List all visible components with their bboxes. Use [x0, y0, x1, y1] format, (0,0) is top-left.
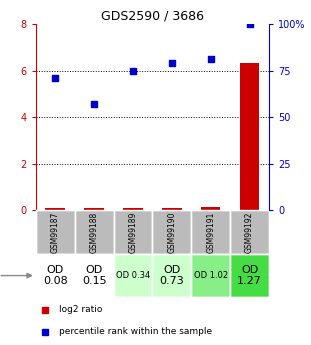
- Text: OD
0.73: OD 0.73: [160, 265, 184, 286]
- Text: GSM99192: GSM99192: [245, 211, 254, 253]
- Bar: [36, 210, 75, 254]
- Bar: [201, 207, 220, 210]
- Point: [169, 60, 174, 66]
- Text: GSM99187: GSM99187: [51, 211, 60, 253]
- Point: [208, 57, 213, 62]
- Bar: [114, 254, 152, 297]
- Point: [247, 21, 252, 27]
- Text: OD 1.02: OD 1.02: [194, 271, 228, 280]
- Bar: [84, 208, 104, 210]
- Title: GDS2590 / 3686: GDS2590 / 3686: [101, 10, 204, 23]
- Bar: [123, 208, 143, 210]
- Bar: [191, 254, 230, 297]
- Bar: [230, 254, 269, 297]
- Bar: [36, 254, 75, 297]
- Text: GSM99189: GSM99189: [128, 211, 137, 253]
- Text: GSM99191: GSM99191: [206, 211, 215, 253]
- Bar: [162, 208, 182, 210]
- Text: OD
1.27: OD 1.27: [237, 265, 262, 286]
- Bar: [152, 210, 191, 254]
- Text: age: age: [0, 270, 31, 280]
- Text: OD
0.08: OD 0.08: [43, 265, 67, 286]
- Text: log2 ratio: log2 ratio: [59, 305, 102, 314]
- Bar: [75, 210, 114, 254]
- Bar: [75, 254, 114, 297]
- Bar: [114, 210, 152, 254]
- Point: [130, 68, 135, 73]
- Point: [91, 101, 96, 107]
- Text: percentile rank within the sample: percentile rank within the sample: [59, 327, 212, 336]
- Text: GSM99190: GSM99190: [167, 211, 176, 253]
- Text: OD 0.34: OD 0.34: [116, 271, 150, 280]
- Bar: [45, 208, 65, 210]
- Bar: [230, 210, 269, 254]
- Text: OD
0.15: OD 0.15: [82, 265, 106, 286]
- Bar: [191, 210, 230, 254]
- Bar: [240, 62, 259, 210]
- Bar: [152, 254, 191, 297]
- Text: GSM99188: GSM99188: [90, 211, 99, 253]
- Point: [53, 75, 58, 81]
